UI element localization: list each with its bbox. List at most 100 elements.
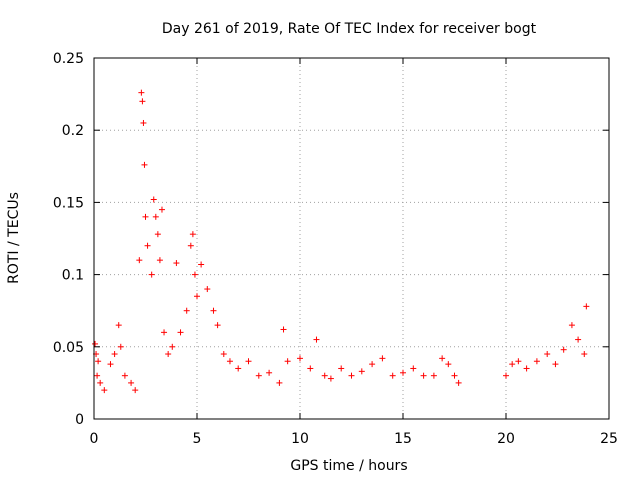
data-point — [177, 329, 184, 336]
data-point — [139, 98, 146, 105]
data-point — [214, 322, 221, 329]
x-axis-label: GPS time / hours — [290, 458, 407, 474]
data-point — [220, 351, 227, 358]
y-axis-label: ROTI / TECUs — [6, 192, 22, 284]
data-point — [420, 372, 427, 379]
data-point — [97, 379, 104, 386]
data-point — [198, 261, 205, 268]
data-point — [144, 242, 151, 249]
data-point — [107, 361, 114, 368]
data-point — [583, 303, 590, 310]
data-point — [183, 307, 190, 314]
data-point — [255, 372, 262, 379]
data-point — [338, 365, 345, 372]
data-point — [156, 257, 163, 264]
data-point — [515, 358, 522, 365]
data-point — [445, 361, 452, 368]
data-point — [245, 358, 252, 365]
data-point — [313, 336, 320, 343]
x-tick-label: 0 — [90, 431, 99, 447]
data-point — [158, 206, 165, 213]
data-point — [389, 372, 396, 379]
data-point — [194, 293, 200, 300]
data-point — [552, 361, 559, 368]
data-point — [136, 257, 143, 264]
data-point — [210, 307, 217, 314]
data-point — [544, 351, 551, 358]
data-point — [148, 271, 155, 278]
data-point — [284, 358, 291, 365]
data-point — [150, 196, 157, 203]
data-point — [92, 340, 99, 347]
data-point — [509, 361, 516, 368]
y-tick-label: 0.05 — [53, 340, 84, 356]
data-point — [189, 231, 196, 238]
data-point — [503, 372, 509, 379]
data-point — [430, 372, 437, 379]
data-point — [121, 372, 128, 379]
data-point — [379, 355, 386, 362]
data-point — [533, 358, 540, 365]
y-tick-labels: 0 0.05 0.1 0.15 0.2 0.25 — [53, 51, 84, 428]
data-point — [132, 387, 139, 394]
y-tick-label: 0 — [75, 412, 84, 428]
data-point — [95, 358, 102, 365]
data-point — [235, 365, 242, 372]
data-point — [165, 351, 172, 358]
data-point — [169, 343, 176, 350]
data-point — [161, 329, 168, 336]
data-point — [154, 231, 161, 238]
data-point — [187, 242, 194, 249]
data-point — [191, 271, 198, 278]
data-point — [111, 351, 118, 358]
data-point — [523, 365, 530, 372]
x-tick-label: 10 — [291, 431, 309, 447]
data-point — [140, 119, 147, 126]
data-point — [204, 286, 211, 293]
data-point — [280, 326, 287, 333]
data-point — [266, 369, 273, 376]
data-point — [400, 369, 406, 376]
data-point — [348, 372, 355, 379]
data-point — [226, 358, 233, 365]
x-tick-label: 20 — [497, 431, 515, 447]
y-tick-label: 0.15 — [53, 195, 84, 211]
data-point — [117, 343, 124, 350]
data-point — [439, 355, 446, 362]
data-point — [455, 379, 462, 386]
data-point — [581, 351, 588, 358]
data-point — [141, 161, 148, 168]
data-point — [560, 346, 567, 353]
plot-frame — [93, 57, 610, 420]
data-point — [138, 89, 145, 96]
y-tick-label: 0.2 — [62, 123, 84, 139]
y-tick-label: 0.1 — [62, 268, 84, 284]
data-point — [410, 365, 417, 372]
data-point — [115, 322, 122, 329]
data-point — [327, 375, 334, 382]
data-point — [369, 361, 376, 368]
data-point — [297, 355, 303, 362]
data-point — [142, 213, 149, 220]
data-point — [152, 213, 159, 220]
data-point — [101, 387, 108, 394]
data-point — [173, 260, 180, 267]
data-point — [568, 322, 575, 329]
x-tick-label: 5 — [193, 431, 202, 447]
y-tick-label: 0.25 — [53, 51, 84, 67]
data-point — [94, 372, 101, 379]
x-tick-label: 15 — [394, 431, 412, 447]
chart-title: Day 261 of 2019, Rate Of TEC Index for r… — [162, 21, 537, 37]
data-point — [358, 368, 365, 375]
data-point — [307, 365, 314, 372]
x-tick-label: 25 — [600, 431, 618, 447]
data-point — [276, 379, 283, 386]
x-tick-labels: 0 5 10 15 20 25 — [90, 431, 618, 447]
data-point — [128, 379, 135, 386]
data-point — [451, 372, 458, 379]
data-points — [92, 89, 590, 394]
data-point — [321, 372, 328, 379]
data-point — [575, 336, 582, 343]
